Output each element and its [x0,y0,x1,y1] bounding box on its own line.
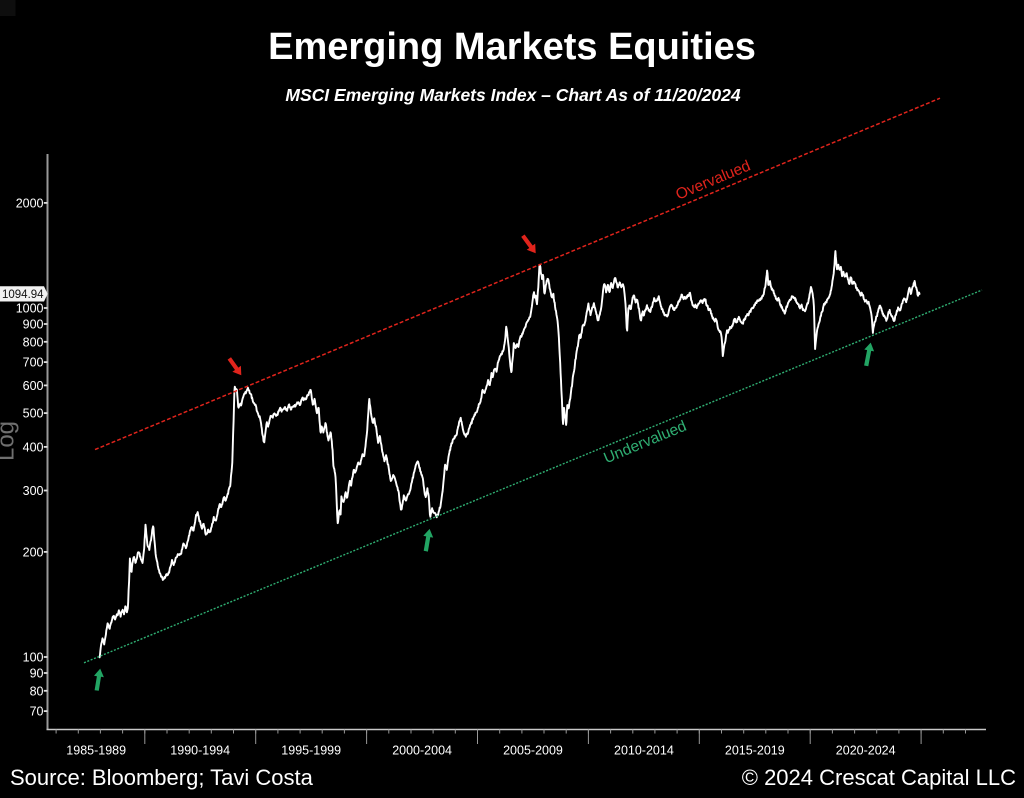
svg-text:400: 400 [23,440,44,454]
svg-text:2005-2009: 2005-2009 [503,744,563,758]
svg-text:© 2024 Crescat Capital LLC: © 2024 Crescat Capital LLC [742,765,1016,790]
svg-text:70: 70 [30,705,44,719]
svg-text:1985-1989: 1985-1989 [66,744,126,758]
svg-text:1094.94: 1094.94 [2,289,44,301]
svg-text:80: 80 [30,684,44,698]
svg-text:600: 600 [23,379,44,393]
svg-text:Emerging Markets Equities: Emerging Markets Equities [268,26,756,68]
svg-text:700: 700 [23,356,44,370]
svg-text:900: 900 [23,318,44,332]
svg-text:2000-2004: 2000-2004 [392,744,452,758]
svg-text:Log: Log [0,421,20,461]
svg-text:500: 500 [23,407,44,421]
svg-text:100: 100 [23,651,44,665]
svg-text:2010-2014: 2010-2014 [614,744,674,758]
svg-text:300: 300 [23,484,44,498]
svg-text:90: 90 [30,667,44,681]
svg-text:2020-2024: 2020-2024 [836,744,896,758]
svg-text:MSCI Emerging Markets Index –: MSCI Emerging Markets Index – Chart As o… [285,85,740,105]
svg-text:1990-1994: 1990-1994 [170,744,230,758]
svg-text:1995-1999: 1995-1999 [281,744,341,758]
svg-text:Source: Bloomberg; Tavi Costa: Source: Bloomberg; Tavi Costa [10,765,314,790]
svg-text:2015-2019: 2015-2019 [725,744,785,758]
svg-text:200: 200 [23,545,44,559]
svg-text:2000: 2000 [16,196,44,210]
svg-text:800: 800 [23,335,44,349]
svg-text:1000: 1000 [16,302,44,316]
